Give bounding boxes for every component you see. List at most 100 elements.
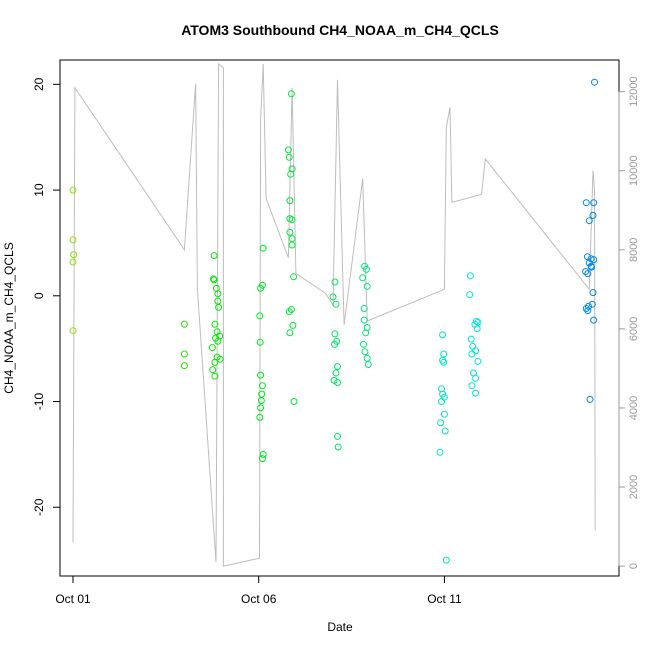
data-point bbox=[438, 385, 445, 393]
data-point bbox=[467, 335, 475, 343]
y-axis: -20 -10 0 10 20 bbox=[32, 77, 61, 516]
data-point bbox=[211, 320, 219, 328]
data-point bbox=[214, 297, 222, 305]
data-point bbox=[258, 455, 266, 463]
data-point bbox=[258, 382, 266, 390]
data-point bbox=[590, 199, 598, 207]
data-point bbox=[332, 300, 340, 308]
data-point bbox=[332, 369, 340, 377]
x-tick-label: Oct 01 bbox=[55, 592, 91, 606]
data-point bbox=[473, 325, 481, 333]
data-point bbox=[588, 263, 595, 271]
x-tick-label: Oct 11 bbox=[427, 592, 462, 606]
data-point bbox=[257, 284, 265, 292]
data-point bbox=[257, 404, 265, 412]
y-right-tick-label: 8000 bbox=[628, 238, 640, 262]
data-point bbox=[437, 419, 445, 427]
data-point bbox=[290, 273, 298, 281]
data-point bbox=[329, 293, 337, 301]
y-right-tick-label: 0 bbox=[628, 563, 640, 569]
data-point bbox=[290, 398, 298, 405]
data-point bbox=[585, 302, 592, 310]
data-point bbox=[284, 146, 292, 154]
data-point bbox=[180, 320, 188, 328]
data-point bbox=[289, 321, 297, 329]
data-point bbox=[440, 350, 448, 358]
data-point bbox=[334, 432, 341, 440]
data-point bbox=[360, 316, 368, 324]
data-point bbox=[582, 199, 590, 207]
data-point bbox=[440, 358, 448, 366]
data-point bbox=[286, 329, 294, 337]
data-point bbox=[590, 256, 598, 264]
data-point bbox=[359, 274, 367, 282]
data-point bbox=[363, 354, 371, 362]
data-point bbox=[589, 289, 597, 297]
data-point bbox=[70, 251, 78, 259]
data-point bbox=[441, 427, 449, 435]
data-point bbox=[584, 270, 592, 278]
data-point bbox=[474, 357, 482, 365]
data-point bbox=[584, 307, 592, 315]
data-point bbox=[364, 361, 372, 368]
data-point bbox=[287, 170, 295, 178]
data-point bbox=[69, 258, 77, 266]
data-point bbox=[590, 316, 598, 324]
data-point bbox=[466, 272, 474, 280]
y-right-tick-label: 10000 bbox=[628, 155, 640, 186]
data-point bbox=[256, 413, 264, 421]
data-point bbox=[472, 347, 480, 355]
data-point bbox=[361, 348, 369, 356]
data-point bbox=[211, 358, 219, 366]
data-point bbox=[285, 153, 293, 161]
y-tick-label: -20 bbox=[32, 498, 46, 516]
x-axis: Oct 01 Oct 06 Oct 11 bbox=[55, 575, 462, 606]
data-point bbox=[438, 398, 445, 405]
data-point bbox=[69, 186, 77, 194]
data-point bbox=[256, 338, 264, 346]
data-point bbox=[585, 217, 593, 225]
data-point bbox=[468, 382, 476, 390]
data-point bbox=[472, 374, 480, 382]
data-point bbox=[256, 312, 264, 320]
data-point bbox=[360, 340, 367, 348]
data-point bbox=[69, 327, 77, 335]
data-point bbox=[69, 236, 77, 244]
data-point bbox=[288, 241, 296, 249]
data-point bbox=[259, 244, 267, 252]
data-point bbox=[288, 235, 296, 243]
data-point bbox=[589, 211, 597, 219]
x-tick-label: Oct 06 bbox=[241, 592, 277, 606]
data-point bbox=[210, 276, 218, 284]
data-point bbox=[216, 355, 224, 363]
y-tick-label: 20 bbox=[32, 77, 46, 91]
y-right-tick-label: 12000 bbox=[628, 76, 640, 107]
y-axis-label: CH4_NOAA_m_CH4_QCLS bbox=[2, 242, 16, 393]
data-point bbox=[211, 372, 219, 380]
data-point bbox=[334, 363, 341, 371]
data-point bbox=[362, 329, 370, 337]
data-point bbox=[331, 340, 338, 348]
data-point bbox=[363, 282, 371, 290]
data-point bbox=[588, 300, 596, 308]
data-point bbox=[287, 90, 295, 98]
data-point bbox=[330, 376, 338, 384]
data-point bbox=[208, 344, 216, 352]
data-point bbox=[215, 303, 223, 311]
data-point bbox=[209, 275, 217, 283]
data-point bbox=[287, 306, 295, 313]
data-point bbox=[210, 252, 218, 260]
y-axis-right: 0 2000 4000 6000 8000 10000 12000 bbox=[618, 76, 640, 569]
data-point bbox=[442, 556, 450, 564]
data-point bbox=[583, 253, 591, 261]
data-point bbox=[286, 197, 294, 205]
data-point bbox=[285, 308, 293, 316]
data-point bbox=[286, 228, 294, 236]
data-point bbox=[334, 443, 342, 451]
y-right-tick-label: 4000 bbox=[628, 396, 640, 420]
x-axis-label: Date bbox=[327, 620, 353, 634]
data-point bbox=[469, 343, 477, 350]
data-point bbox=[472, 389, 480, 397]
data-point bbox=[180, 350, 188, 358]
